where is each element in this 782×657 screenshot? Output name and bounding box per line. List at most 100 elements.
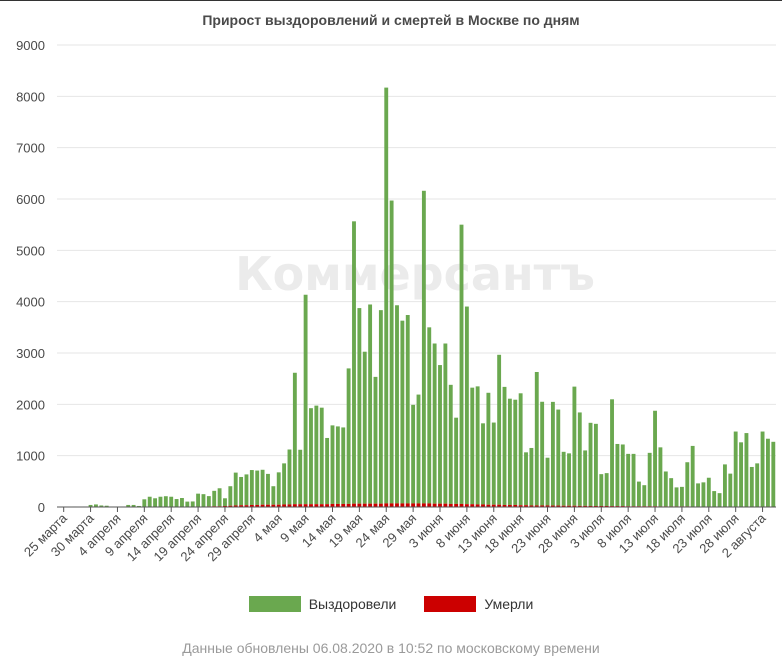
bar-died[interactable] [330, 503, 335, 507]
bar-recovered[interactable] [378, 310, 383, 504]
bar-recovered[interactable] [309, 408, 313, 505]
bar-recovered[interactable] [620, 444, 625, 507]
bar-recovered[interactable] [330, 425, 335, 504]
bar-recovered[interactable] [647, 452, 652, 507]
bar-died[interactable] [260, 504, 265, 507]
bar-died[interactable] [292, 504, 297, 507]
bar-died[interactable] [593, 505, 598, 507]
bar-died[interactable] [432, 503, 437, 507]
bar-died[interactable] [335, 503, 340, 507]
bar-recovered[interactable] [722, 464, 727, 507]
bar-died[interactable] [352, 503, 356, 507]
legend-item-died[interactable]: Умерли [424, 596, 533, 612]
bar-recovered[interactable] [663, 471, 668, 507]
bar-recovered[interactable] [642, 485, 647, 507]
bar-recovered[interactable] [701, 482, 706, 507]
bar-recovered[interactable] [335, 426, 340, 504]
bar-recovered[interactable] [352, 221, 356, 504]
bar-recovered[interactable] [126, 504, 131, 507]
bar-recovered[interactable] [271, 486, 276, 505]
bar-recovered[interactable] [276, 472, 281, 505]
bar-died[interactable] [309, 504, 313, 507]
bar-died[interactable] [518, 505, 523, 507]
bar-recovered[interactable] [766, 438, 770, 507]
bar-recovered[interactable] [325, 437, 330, 505]
bar-recovered[interactable] [475, 386, 480, 505]
bar-died[interactable] [470, 504, 475, 507]
bar-died[interactable] [421, 503, 426, 507]
bar-recovered[interactable] [346, 368, 351, 504]
bar-died[interactable] [534, 505, 539, 507]
bar-recovered[interactable] [368, 304, 373, 504]
legend-item-recovered[interactable]: Выздоровели [248, 596, 396, 612]
bar-recovered[interactable] [561, 451, 566, 506]
bar-recovered[interactable] [728, 473, 733, 507]
bar-recovered[interactable] [223, 498, 227, 506]
bar-died[interactable] [249, 504, 254, 507]
bar-died[interactable] [298, 504, 303, 507]
bar-recovered[interactable] [314, 405, 319, 505]
bar-died[interactable] [577, 505, 582, 507]
bar-died[interactable] [524, 505, 528, 507]
bar-recovered[interactable] [588, 422, 593, 506]
bar-recovered[interactable] [384, 87, 389, 504]
bar-died[interactable] [454, 503, 459, 507]
bar-recovered[interactable] [567, 453, 571, 506]
bar-died[interactable] [405, 503, 410, 507]
bar-recovered[interactable] [147, 496, 152, 507]
bar-recovered[interactable] [749, 466, 754, 507]
bar-died[interactable] [244, 505, 249, 507]
bar-recovered[interactable] [454, 417, 459, 504]
bar-recovered[interactable] [755, 463, 760, 507]
bar-died[interactable] [341, 503, 346, 507]
bar-died[interactable] [373, 503, 378, 507]
bar-died[interactable] [325, 504, 330, 507]
bar-recovered[interactable] [679, 486, 684, 507]
bar-recovered[interactable] [94, 504, 98, 507]
bar-recovered[interactable] [131, 504, 136, 507]
bar-recovered[interactable] [239, 476, 244, 506]
bar-recovered[interactable] [706, 477, 711, 507]
bar-recovered[interactable] [486, 392, 491, 505]
bar-died[interactable] [427, 503, 432, 507]
bar-died[interactable] [346, 503, 351, 507]
bar-recovered[interactable] [481, 423, 485, 505]
bar-died[interactable] [400, 503, 405, 507]
bar-recovered[interactable] [400, 320, 405, 504]
bar-died[interactable] [223, 505, 227, 507]
bar-recovered[interactable] [185, 501, 190, 507]
bar-recovered[interactable] [357, 308, 362, 504]
bar-recovered[interactable] [228, 486, 233, 506]
bar-recovered[interactable] [142, 499, 147, 507]
bar-recovered[interactable] [572, 386, 577, 506]
bar-recovered[interactable] [212, 490, 217, 507]
bar-died[interactable] [319, 504, 324, 507]
bar-died[interactable] [389, 503, 394, 507]
bar-recovered[interactable] [341, 427, 346, 504]
bar-recovered[interactable] [244, 474, 249, 506]
bar-recovered[interactable] [690, 445, 695, 507]
bar-died[interactable] [239, 505, 244, 507]
bar-recovered[interactable] [395, 305, 399, 504]
bar-recovered[interactable] [674, 487, 679, 507]
bar-died[interactable] [384, 503, 389, 507]
bar-died[interactable] [486, 504, 491, 507]
bar-died[interactable] [303, 504, 308, 507]
bar-died[interactable] [464, 504, 469, 507]
bar-recovered[interactable] [137, 505, 141, 507]
bar-recovered[interactable] [255, 470, 260, 505]
bar-died[interactable] [545, 505, 550, 507]
bar-recovered[interactable] [550, 401, 555, 506]
bar-recovered[interactable] [653, 410, 657, 507]
bar-recovered[interactable] [411, 404, 416, 504]
bar-recovered[interactable] [298, 449, 303, 505]
bar-recovered[interactable] [599, 474, 604, 506]
bar-died[interactable] [228, 505, 233, 507]
bar-recovered[interactable] [685, 462, 690, 507]
bar-recovered[interactable] [507, 398, 512, 505]
bar-died[interactable] [599, 505, 604, 507]
bar-died[interactable] [502, 504, 507, 507]
bar-recovered[interactable] [459, 224, 464, 504]
bar-died[interactable] [507, 504, 512, 507]
bar-recovered[interactable] [389, 200, 394, 504]
